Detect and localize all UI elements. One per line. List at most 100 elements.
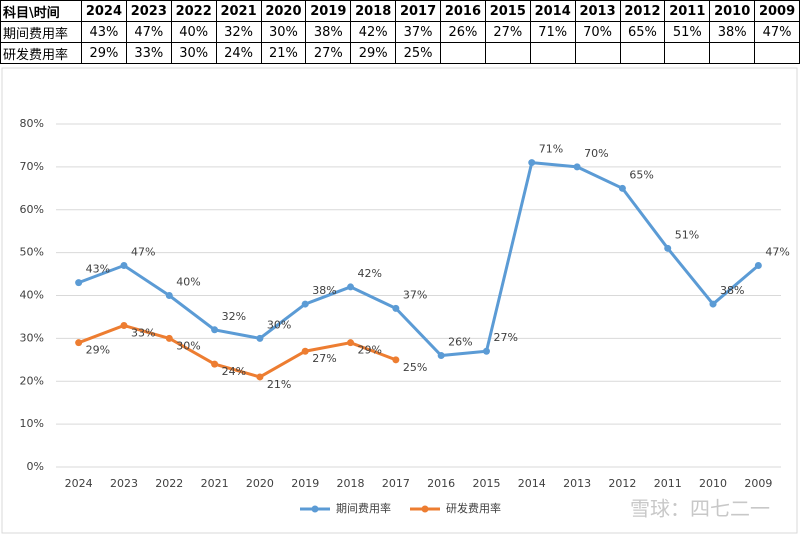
legend-marker — [311, 505, 319, 513]
table-cell: 2016 — [440, 0, 486, 22]
data-label: 43% — [86, 263, 110, 276]
data-point — [618, 184, 626, 192]
data-point — [165, 334, 173, 342]
x-tick-label: 2020 — [246, 477, 274, 490]
data-label: 37% — [403, 288, 427, 301]
table-cell: 2018 — [350, 0, 397, 22]
table-row: 期间费用率 43% 47% 40% 32% 30% 38% 42% 37% 26% 27% 71% 70… — [0, 21, 800, 43]
table-row: 研发费用率 29% 33% 30% 24% 21% 27% 29% 25% — [0, 42, 800, 64]
y-tick-label: 0% — [27, 460, 44, 473]
table-cell — [440, 42, 486, 64]
chart: 雪球：四七二一 0% 10% 20% 30% 40% 50% 60% 70% 80% 2024 20… — [1, 67, 798, 534]
table-cell: 2019 — [305, 0, 352, 22]
table-cell — [484, 42, 531, 64]
data-point — [664, 244, 672, 252]
y-tick-label: 30% — [20, 331, 44, 344]
table-cell: 21% — [260, 42, 307, 64]
x-tick-label: 2011 — [654, 477, 682, 490]
data-label: 29% — [358, 344, 382, 357]
data-point — [482, 347, 490, 355]
x-tick-label: 2018 — [337, 477, 365, 490]
table-cell: 2023 — [125, 0, 172, 22]
data-point — [437, 352, 445, 360]
table-cell: 2017 — [395, 0, 441, 22]
table-cell: 47% — [754, 21, 800, 43]
table-cell — [529, 42, 576, 64]
data-label: 70% — [584, 147, 608, 160]
table-cell: 26% — [440, 21, 486, 43]
y-tick-label: 60% — [20, 203, 44, 216]
table-cell: 2020 — [260, 0, 307, 22]
data-point — [392, 356, 400, 364]
y-tick-label: 70% — [20, 160, 44, 173]
table-cell: 32% — [215, 21, 262, 43]
data-label: 27% — [493, 331, 517, 344]
x-tick-label: 2021 — [201, 477, 229, 490]
data-label: 65% — [629, 168, 653, 181]
table-cell: 47% — [125, 21, 172, 43]
y-tick-label: 50% — [20, 246, 44, 259]
data-label: 24% — [222, 365, 246, 378]
data-label: 38% — [312, 284, 336, 297]
x-tick-label: 2023 — [110, 477, 138, 490]
table-cell: 24% — [215, 42, 262, 64]
table-cell: 37% — [395, 21, 441, 43]
table-cell: 2011 — [664, 0, 711, 22]
table-cell: 29% — [350, 42, 397, 64]
data-label: 27% — [312, 352, 336, 365]
data-point — [528, 159, 536, 167]
x-tick-label: 2016 — [427, 477, 455, 490]
table-cell: 42% — [350, 21, 397, 43]
data-point — [211, 326, 219, 334]
data-label: 32% — [222, 310, 246, 323]
table-cell — [619, 42, 666, 64]
table-cell: 33% — [125, 42, 172, 64]
data-point — [754, 261, 762, 269]
x-tick-label: 2022 — [155, 477, 183, 490]
table-cell: 25% — [395, 42, 441, 64]
table-cell: 2021 — [215, 0, 262, 22]
data-label: 29% — [86, 344, 110, 357]
table-cell: 51% — [664, 21, 711, 43]
x-tick-label: 2015 — [472, 477, 500, 490]
table-cell: 研发费用率 — [0, 42, 82, 64]
legend-label: 研发费用率 — [446, 501, 501, 515]
watermark: 雪球：四七二一 — [630, 497, 770, 521]
table-cell: 29% — [81, 42, 127, 64]
data-label: 51% — [675, 228, 699, 241]
x-tick-label: 2012 — [608, 477, 636, 490]
y-tick-label: 10% — [20, 417, 44, 430]
table-row: 科目\时间 2024 2023 2022 2021 2020 2019 2018 2017 201… — [0, 0, 800, 22]
table-cell: 38% — [305, 21, 352, 43]
table-cell: 43% — [81, 21, 127, 43]
data-label: 47% — [765, 245, 789, 258]
table-cell — [574, 42, 621, 64]
table-cell: 40% — [170, 21, 217, 43]
table-cell: 38% — [709, 21, 756, 43]
data-label: 71% — [539, 143, 563, 156]
data-label: 25% — [403, 361, 427, 374]
data-label: 40% — [176, 276, 200, 289]
data-label: 38% — [720, 284, 744, 297]
table-cell: 2022 — [170, 0, 217, 22]
data-point — [211, 360, 219, 368]
data-table: 科目\时间 2024 2023 2022 2021 2020 2019 2018 2017 201… — [0, 0, 800, 64]
table-cell — [709, 42, 756, 64]
table-cell: 30% — [170, 42, 217, 64]
y-tick-label: 20% — [20, 374, 44, 387]
data-label: 42% — [358, 267, 382, 280]
data-label: 47% — [131, 245, 155, 258]
table-cell: 2014 — [529, 0, 576, 22]
table-cell: 2013 — [574, 0, 621, 22]
y-tick-label: 80% — [20, 117, 44, 130]
table-cell: 30% — [260, 21, 307, 43]
table-cell: 65% — [619, 21, 666, 43]
table-cell: 27% — [305, 42, 352, 64]
data-point — [75, 279, 83, 287]
data-point — [256, 373, 264, 381]
legend-label: 期间费用率 — [336, 501, 391, 515]
x-tick-label: 2019 — [291, 477, 319, 490]
table-cell: 27% — [484, 21, 531, 43]
data-point — [165, 292, 173, 299]
